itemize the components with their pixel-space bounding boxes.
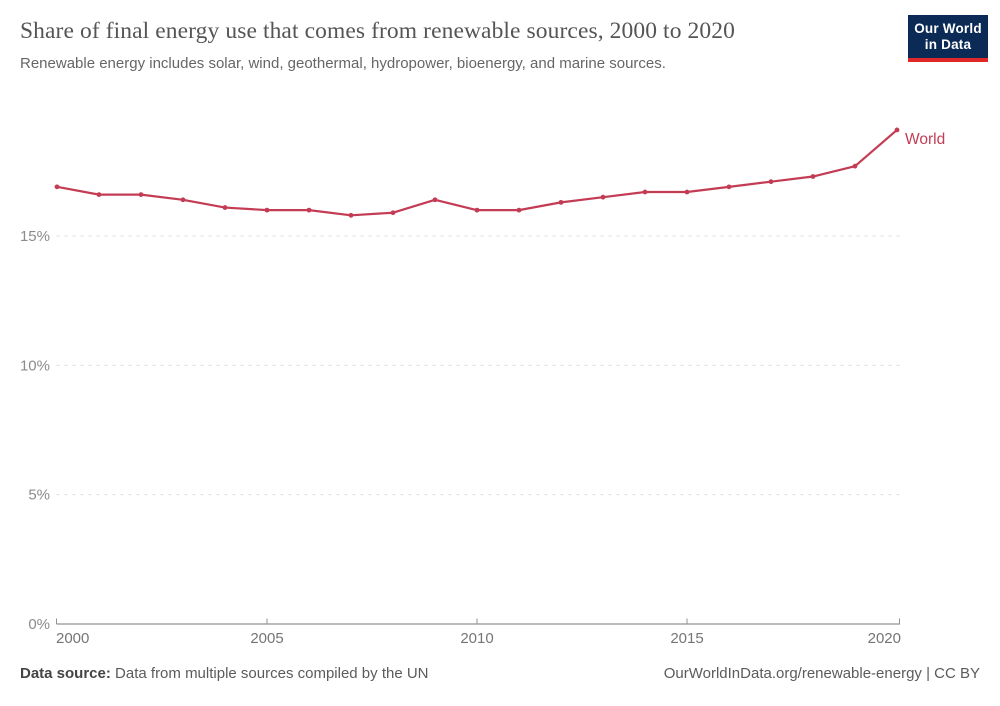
data-point-world-2019[interactable]: [852, 163, 858, 169]
data-point-world-2001[interactable]: [96, 192, 102, 198]
data-point-world-2015[interactable]: [684, 189, 690, 195]
series-label-world[interactable]: World: [905, 131, 945, 148]
data-point-world-2002[interactable]: [138, 192, 144, 198]
data-point-world-2020[interactable]: [894, 127, 900, 133]
data-source-label: Data source:: [20, 665, 111, 682]
y-tick-label-5: 5%: [28, 487, 50, 504]
chart-footer: Data source: Data from multiple sources …: [0, 665, 1000, 706]
x-tick-label-2020: 2020: [868, 630, 901, 647]
data-point-world-2007[interactable]: [348, 212, 354, 218]
data-point-world-2018[interactable]: [810, 174, 816, 179]
page-title: Share of final energy use that comes fro…: [20, 18, 735, 44]
line-series-world[interactable]: [55, 128, 899, 217]
data-point-world-2011[interactable]: [516, 207, 522, 213]
data-point-world-2003[interactable]: [180, 197, 186, 203]
data-source-note: Data source: Data from multiple sources …: [20, 665, 429, 682]
data-point-world-2005[interactable]: [264, 207, 270, 213]
chart-header: Share of final energy use that comes fro…: [0, 0, 1000, 74]
owid-logo[interactable]: Our World in Data: [908, 15, 988, 62]
line-chart-svg[interactable]: 0% 5% 10% 15% 2000 2005 2010 2015 2020 World: [0, 105, 1000, 650]
data-point-world-2013[interactable]: [600, 194, 606, 200]
x-tick-label-2010: 2010: [460, 630, 493, 647]
data-source-text: Data from multiple sources compiled by t…: [115, 665, 429, 682]
data-point-world-2008[interactable]: [390, 210, 396, 216]
credit-link[interactable]: OurWorldInData.org/renewable-energy | CC…: [663, 665, 980, 682]
x-tick-label-2005: 2005: [250, 630, 283, 647]
line-chart-canvas[interactable]: 0% 5% 10% 15% 2000 2005 2010 2015 2020 World: [0, 105, 1000, 650]
data-point-world-2000[interactable]: [54, 184, 60, 190]
data-point-world-2012[interactable]: [558, 199, 564, 205]
y-tick-label-10: 10%: [20, 357, 50, 374]
data-point-world-2010[interactable]: [474, 207, 480, 213]
data-point-world-2006[interactable]: [306, 207, 312, 213]
x-tick-label-2000: 2000: [56, 630, 89, 647]
owid-logo-line2: in Data: [924, 36, 972, 52]
data-point-world-2004[interactable]: [222, 205, 228, 210]
data-point-world-2017[interactable]: [768, 179, 774, 185]
data-point-world-2009[interactable]: [432, 197, 438, 203]
y-tick-label-0: 0%: [28, 616, 50, 633]
data-point-world-2016[interactable]: [726, 184, 732, 190]
x-tick-label-2015: 2015: [670, 630, 703, 647]
owid-logo-line1: Our World: [914, 20, 982, 36]
data-point-world-2014[interactable]: [642, 189, 648, 195]
chart-subtitle: Renewable energy includes solar, wind, g…: [20, 55, 666, 72]
y-tick-label-15: 15%: [20, 228, 50, 245]
